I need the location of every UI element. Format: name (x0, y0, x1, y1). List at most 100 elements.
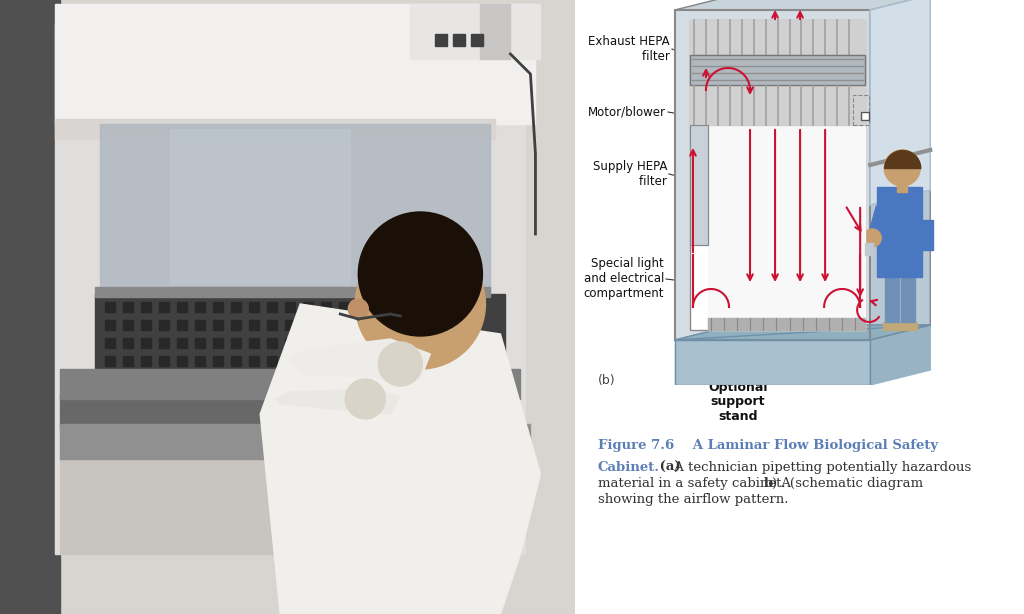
Bar (339, 302, 349, 312)
Bar (55, 24, 525, 554)
Bar (376, 338, 385, 348)
Bar (196, 338, 205, 348)
Polygon shape (870, 0, 930, 205)
Bar (267, 302, 278, 312)
Bar (708, 125, 865, 330)
Bar (303, 302, 313, 312)
Bar (322, 320, 332, 330)
Bar (471, 34, 483, 46)
Text: Motor/blower: Motor/blower (588, 106, 666, 119)
Text: showing the airflow pattern.: showing the airflow pattern. (598, 493, 788, 506)
Bar (393, 302, 403, 312)
Polygon shape (290, 339, 430, 379)
Bar (105, 320, 115, 330)
Bar (0, 0, 60, 614)
Circle shape (884, 150, 921, 186)
Bar (690, 55, 865, 85)
Bar (357, 320, 368, 330)
Circle shape (345, 379, 385, 419)
Bar (170, 129, 350, 284)
Bar (249, 302, 259, 312)
Bar (429, 356, 439, 366)
Bar (159, 302, 169, 312)
Bar (675, 340, 870, 385)
Text: Cabinet.: Cabinet. (598, 461, 660, 474)
Bar (447, 320, 458, 330)
Bar (159, 356, 169, 366)
Bar (853, 95, 869, 125)
Bar (231, 356, 242, 366)
Bar (105, 338, 115, 348)
Bar (286, 302, 295, 312)
Bar (357, 356, 368, 366)
Polygon shape (870, 0, 930, 340)
Bar (249, 320, 259, 330)
Bar (708, 318, 865, 330)
Bar (480, 4, 510, 59)
Bar (249, 356, 259, 366)
Bar (412, 338, 421, 348)
Circle shape (355, 239, 485, 369)
Bar (393, 338, 403, 348)
Bar (95, 287, 490, 297)
Bar (141, 338, 152, 348)
Bar (865, 243, 873, 255)
Text: Optional
support
stand: Optional support stand (709, 381, 768, 424)
Bar (360, 344, 421, 369)
Bar (123, 302, 133, 312)
Text: Supply HEPA
    filter: Supply HEPA filter (593, 160, 667, 188)
Bar (123, 320, 133, 330)
Bar (339, 356, 349, 366)
Bar (213, 356, 223, 366)
Bar (55, 4, 536, 124)
Bar (286, 356, 295, 366)
Bar (339, 338, 349, 348)
Circle shape (358, 212, 482, 336)
Text: (a): (a) (655, 461, 681, 474)
Bar (412, 302, 421, 312)
Bar (690, 125, 708, 245)
Bar (95, 294, 506, 374)
Bar (105, 356, 115, 366)
Bar (196, 356, 205, 366)
Bar (883, 322, 901, 330)
Bar (60, 369, 520, 399)
Bar (690, 20, 865, 330)
Bar (393, 320, 403, 330)
Bar (303, 356, 313, 366)
Bar (901, 277, 915, 322)
Bar (177, 302, 187, 312)
Bar (376, 320, 385, 330)
Text: ) A schematic diagram: ) A schematic diagram (772, 477, 923, 490)
Bar (159, 320, 169, 330)
Bar (267, 338, 278, 348)
Bar (177, 356, 187, 366)
Bar (357, 338, 368, 348)
Bar (447, 302, 458, 312)
Bar (322, 356, 332, 366)
Text: A technician pipetting potentially hazardous: A technician pipetting potentially hazar… (670, 461, 971, 474)
Bar (60, 394, 480, 429)
Bar (100, 124, 490, 294)
Bar (885, 277, 899, 322)
Bar (899, 322, 918, 330)
Text: High-velocity
air barrier: High-velocity air barrier (820, 242, 897, 270)
Bar (286, 320, 295, 330)
Bar (141, 356, 152, 366)
Bar (303, 320, 313, 330)
Bar (429, 338, 439, 348)
Polygon shape (275, 389, 400, 414)
Bar (690, 20, 865, 55)
Bar (213, 302, 223, 312)
Bar (286, 338, 295, 348)
Circle shape (378, 342, 422, 386)
Bar (429, 320, 439, 330)
Bar (447, 338, 458, 348)
Bar (861, 112, 869, 120)
Bar (447, 356, 458, 366)
Bar (267, 356, 278, 366)
Bar (322, 338, 332, 348)
Bar (105, 302, 115, 312)
Bar (412, 356, 421, 366)
Bar (60, 454, 520, 554)
